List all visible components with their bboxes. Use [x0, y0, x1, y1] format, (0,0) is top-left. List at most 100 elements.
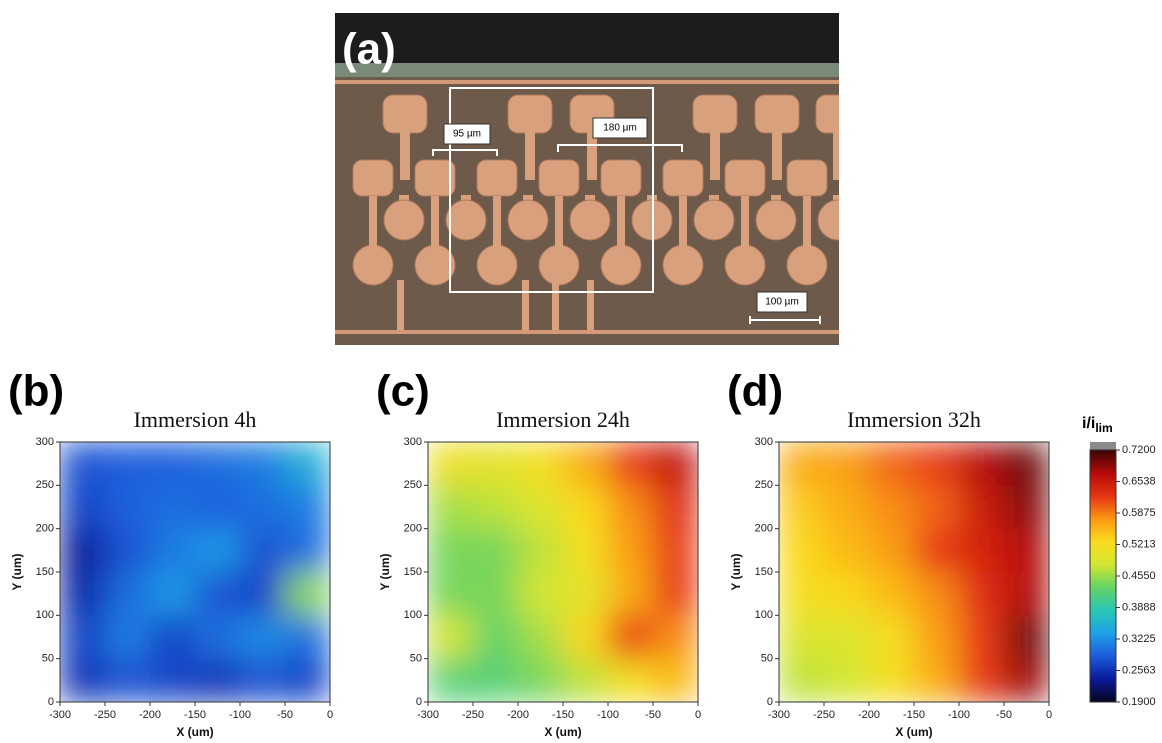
lead — [397, 280, 404, 330]
colorbar-tick-label: 0.7200 — [1122, 444, 1156, 456]
trace — [335, 80, 839, 84]
heat-cell — [1004, 442, 1049, 486]
y-tick-label: 300 — [755, 436, 773, 448]
pad — [692, 94, 738, 134]
heatmap — [428, 442, 698, 702]
heat-cell — [473, 572, 518, 616]
heat-cell — [240, 572, 285, 616]
pad-neck — [803, 196, 811, 246]
scale-bracket — [557, 144, 683, 152]
pad-round — [507, 199, 549, 241]
heat-cell — [195, 528, 240, 572]
heat-cell — [653, 485, 698, 529]
heat-cell — [608, 442, 653, 486]
heat-cell — [608, 528, 653, 572]
heat-cell — [914, 528, 959, 572]
y-tick-label: 50 — [410, 653, 422, 665]
y-tick-label: 50 — [42, 653, 54, 665]
y-tick-label: 0 — [416, 696, 422, 708]
colorbar-tick-label: 0.5875 — [1122, 507, 1156, 519]
y-tick-label: 300 — [36, 436, 54, 448]
panel-label: (a) — [342, 25, 396, 74]
pad — [815, 94, 839, 134]
x-tick-label: -250 — [94, 709, 116, 721]
pad-round — [693, 199, 735, 241]
x-tick-label: -50 — [996, 709, 1012, 721]
chart-title: Immersion 24h — [496, 407, 630, 432]
pad-round — [569, 199, 611, 241]
x-tick-label: -300 — [49, 709, 71, 721]
x-tick-label: -200 — [507, 709, 529, 721]
y-tick-label: 300 — [404, 436, 422, 448]
heat-cell — [779, 572, 824, 616]
y-tick-label: 200 — [36, 523, 54, 535]
heat-cell — [428, 485, 473, 529]
colorbar-tick-label: 0.4550 — [1122, 570, 1156, 582]
x-tick-label: -50 — [645, 709, 661, 721]
heat-cell — [195, 572, 240, 616]
scale-label: 180 µm — [603, 123, 637, 134]
pad-round — [662, 244, 704, 286]
heat-cell — [195, 615, 240, 659]
heat-cell — [105, 658, 150, 702]
pad-neck — [493, 196, 501, 246]
heat-cell — [518, 572, 563, 616]
heat-cell — [959, 658, 1004, 702]
heat-cell — [959, 485, 1004, 529]
heat-cell — [824, 615, 869, 659]
heat-cell — [518, 528, 563, 572]
scale-box — [443, 123, 491, 145]
heat-cell — [959, 615, 1004, 659]
x-axis-label: X (um) — [544, 725, 581, 739]
y-tick-label: 50 — [761, 653, 773, 665]
heat-cell — [150, 572, 195, 616]
heat-cell — [473, 658, 518, 702]
colorbar-label: i/ilim — [1082, 415, 1113, 435]
x-tick-label: -150 — [903, 709, 925, 721]
heat-cell — [473, 528, 518, 572]
heat-cell — [608, 658, 653, 702]
heat-cell — [1004, 572, 1049, 616]
pad-round — [352, 244, 394, 286]
panel-label: (b) — [8, 367, 64, 416]
pad — [476, 159, 518, 197]
heat-cell — [60, 485, 105, 529]
heatmap — [60, 442, 330, 702]
heat-cell — [869, 572, 914, 616]
heat-cell — [1004, 485, 1049, 529]
heat-cell — [473, 615, 518, 659]
heat-cell — [869, 442, 914, 486]
y-axis-label: Y (um) — [10, 553, 24, 590]
heat-cell — [428, 572, 473, 616]
pad-neck — [555, 196, 563, 246]
y-tick-label: 200 — [755, 523, 773, 535]
scale-box — [592, 117, 648, 139]
heat-cell — [914, 572, 959, 616]
heat-cell — [150, 442, 195, 486]
pad-neck — [617, 196, 625, 246]
heat-cell — [824, 442, 869, 486]
x-tick-label: -300 — [417, 709, 439, 721]
lead — [587, 280, 594, 330]
heat-cell — [653, 615, 698, 659]
pad — [724, 159, 766, 197]
scale-label: 100 µm — [765, 297, 799, 308]
y-tick-label: 100 — [36, 609, 54, 621]
pad-neck — [525, 130, 535, 180]
dark-edge — [335, 13, 839, 63]
heat-cell — [150, 658, 195, 702]
heat-cell — [285, 615, 330, 659]
scale-label: 95 µm — [453, 129, 481, 140]
heat-cell — [869, 615, 914, 659]
x-tick-label: -250 — [462, 709, 484, 721]
pad — [662, 159, 704, 197]
y-tick-label: 0 — [48, 696, 54, 708]
heat-cell — [563, 572, 608, 616]
scale-box — [756, 291, 808, 313]
heat-cell — [60, 615, 105, 659]
heat-cell — [959, 572, 1004, 616]
pad-neck — [710, 130, 720, 180]
pad-neck — [587, 130, 597, 180]
colorbar-tick-label: 0.3888 — [1122, 601, 1156, 613]
